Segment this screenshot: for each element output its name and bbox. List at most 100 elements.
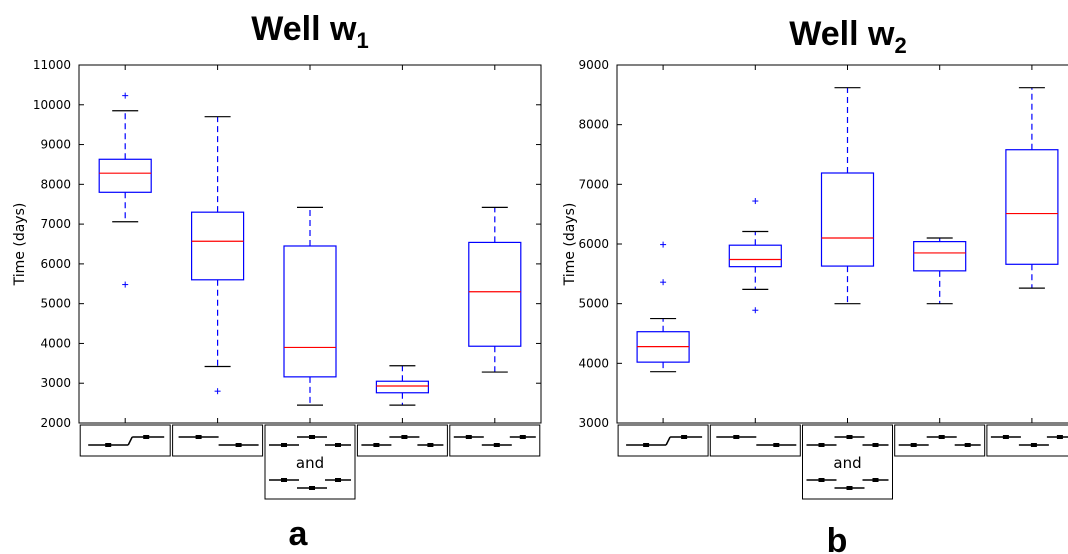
x-category-icon-5 xyxy=(449,424,541,457)
y-tick-label: 3000 xyxy=(578,416,609,430)
y-tick-label: 6000 xyxy=(578,237,609,251)
boxplot-panel-2: Well w2 3000 4000 5000 6000 7000 8000 9000 Time … xyxy=(562,15,1068,554)
y-tick-label: 8000 xyxy=(40,177,71,191)
y-tick-label: 11000 xyxy=(33,58,71,72)
y-axis-label: Time (days) xyxy=(12,203,28,287)
icon-block xyxy=(938,435,945,439)
y-tick-label: 3000 xyxy=(40,376,71,390)
outlier-marker xyxy=(660,241,667,248)
y-tick-label: 2000 xyxy=(40,416,71,430)
icon-block xyxy=(1056,435,1063,439)
icon-block xyxy=(818,478,825,482)
box-5 xyxy=(1005,65,1059,423)
panel-label: a xyxy=(289,515,309,553)
icon-block xyxy=(373,443,380,447)
y-axis-label: Time (days) xyxy=(562,203,578,287)
iqr-box xyxy=(820,172,875,267)
boxplot-panel-1: Well w1 2000 3000 4000 5000 6000 7000 8000 9000 1… xyxy=(12,10,542,553)
box-2 xyxy=(728,65,782,423)
iqr-box xyxy=(1005,149,1059,265)
icon-stroke xyxy=(127,436,133,446)
chart-title: Well w2 xyxy=(789,15,906,58)
iqr-box xyxy=(283,245,337,378)
icon-block xyxy=(846,435,853,439)
x-category-icon-2 xyxy=(172,424,264,457)
box-1 xyxy=(98,65,152,423)
x-category-icon-5 xyxy=(986,424,1068,457)
icon-block xyxy=(281,443,287,447)
box-2 xyxy=(191,65,245,423)
icon-cell-frame xyxy=(986,424,1068,457)
icon-cell-frame xyxy=(894,424,986,457)
outlier-marker xyxy=(214,388,221,395)
outlier-marker xyxy=(752,307,759,314)
y-tick-label: 9000 xyxy=(578,58,609,72)
icon-block xyxy=(910,443,917,447)
icon-block xyxy=(773,443,780,447)
iqr-box xyxy=(913,241,967,272)
y-tick-label: 5000 xyxy=(40,297,71,311)
x-category-icon-4 xyxy=(894,424,986,457)
x-category-icon-3: and xyxy=(802,424,893,500)
icon-cell-frame xyxy=(709,424,801,457)
icon-block xyxy=(105,443,112,447)
y-tick-label: 7000 xyxy=(40,217,71,231)
icon-block xyxy=(872,478,879,482)
icon-block xyxy=(281,478,287,482)
icon-block xyxy=(335,443,341,447)
x-category-icon-4 xyxy=(356,424,448,457)
icon-block xyxy=(235,443,242,447)
and-label: and xyxy=(833,454,861,472)
icon-block xyxy=(143,435,150,439)
icon-block xyxy=(846,486,853,490)
x-category-icon-3: and xyxy=(264,424,356,500)
icon-block xyxy=(681,435,688,439)
icon-block xyxy=(733,435,740,439)
y-tick-label: 7000 xyxy=(578,177,609,191)
icon-cell-frame xyxy=(356,424,448,457)
icon-cell-frame xyxy=(172,424,264,457)
icon-cell-frame xyxy=(449,424,541,457)
iqr-box xyxy=(375,380,429,394)
icon-block xyxy=(818,443,825,447)
icon-block xyxy=(335,478,341,482)
y-tick-label: 10000 xyxy=(33,98,71,112)
iqr-box xyxy=(468,241,522,347)
box-1 xyxy=(636,65,690,423)
panel-label: b xyxy=(827,522,848,554)
icon-block xyxy=(401,435,408,439)
outlier-marker xyxy=(122,92,129,99)
box-3 xyxy=(283,65,337,423)
icon-block xyxy=(643,443,650,447)
y-tick-label: 9000 xyxy=(40,138,71,152)
icon-block xyxy=(1030,443,1037,447)
y-tick-label: 6000 xyxy=(40,257,71,271)
x-category-icon-1 xyxy=(79,424,171,457)
box-5 xyxy=(468,65,522,423)
y-tick-label: 8000 xyxy=(578,118,609,132)
and-label: and xyxy=(296,454,324,472)
x-category-icon-2 xyxy=(709,424,801,457)
icon-block xyxy=(1002,435,1009,439)
outlier-marker xyxy=(122,281,129,288)
icon-block xyxy=(309,435,315,439)
icon-block xyxy=(195,435,202,439)
y-tick-label: 4000 xyxy=(40,336,71,350)
box-4 xyxy=(375,65,429,423)
box-4 xyxy=(913,65,967,423)
iqr-box xyxy=(191,211,245,281)
outlier-marker xyxy=(752,198,759,205)
icon-block xyxy=(872,443,879,447)
x-category-icon-1 xyxy=(617,424,709,457)
box-3 xyxy=(820,65,875,423)
icon-block xyxy=(964,443,971,447)
icon-stroke xyxy=(665,436,671,446)
icon-cell-frame xyxy=(617,424,709,457)
icon-block xyxy=(309,486,315,490)
outlier-marker xyxy=(660,279,667,286)
icon-block xyxy=(465,435,472,439)
y-tick-label: 4000 xyxy=(578,356,609,370)
iqr-box xyxy=(728,244,782,268)
icon-block xyxy=(493,443,500,447)
